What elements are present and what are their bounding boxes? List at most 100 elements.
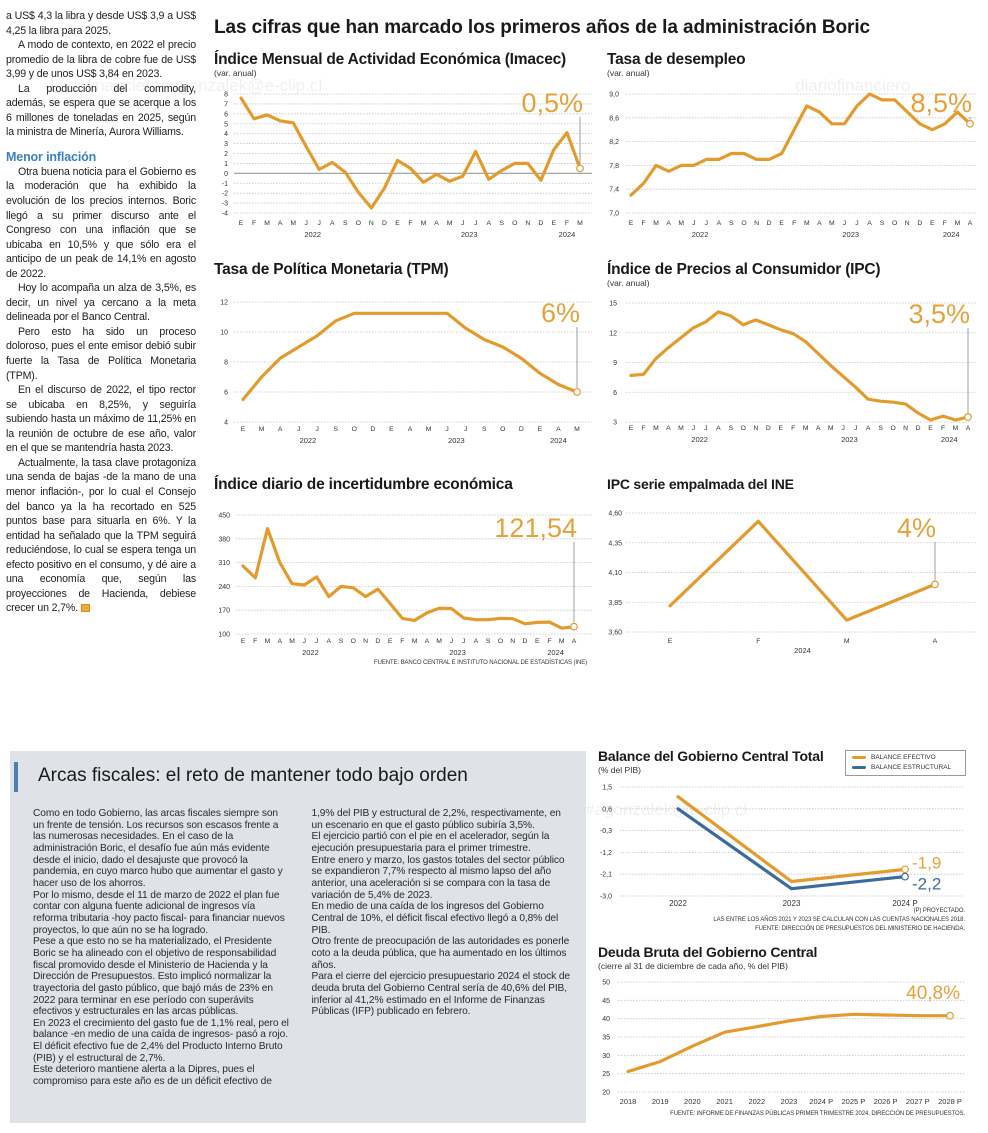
x-tick-label: E bbox=[930, 220, 935, 227]
x-tick-label: E bbox=[389, 426, 394, 433]
x-tick-label: O bbox=[351, 638, 356, 645]
year-label: 2022 bbox=[692, 230, 709, 239]
series-line bbox=[629, 310, 970, 422]
x-tick-label: J bbox=[462, 638, 465, 645]
tpm-chart-title: Tasa de Política Monetaria (TPM) bbox=[214, 261, 449, 278]
x-tick-label: A bbox=[816, 425, 821, 432]
x-tick-label: M bbox=[559, 638, 565, 645]
x-tick-label: F bbox=[252, 220, 256, 227]
highlight-value: 6% bbox=[541, 298, 580, 328]
y-tick-label: 0 bbox=[224, 171, 228, 178]
x-tick-label: F bbox=[400, 638, 404, 645]
x-tick-label: F bbox=[641, 425, 645, 432]
series-line bbox=[629, 92, 972, 197]
y-tick-label: 7,8 bbox=[609, 163, 619, 170]
balance-source: FUENTE: DIRECCIÓN DE PRESUPUESTOS DEL MI… bbox=[755, 926, 965, 932]
series-line bbox=[241, 311, 579, 402]
x-tick-label: M bbox=[953, 425, 959, 432]
y-tick-label: 310 bbox=[218, 560, 230, 567]
x-tick-label: M bbox=[412, 638, 418, 645]
x-tick-label: J bbox=[318, 220, 321, 227]
x-tick-label: A bbox=[866, 425, 871, 432]
y-tick-label: 10 bbox=[220, 330, 228, 337]
y-tick-label: 50 bbox=[602, 980, 610, 987]
y-tick-label: 4,35 bbox=[608, 540, 622, 547]
article-column: a US$ 4,3 la libra y desde US$ 3,9 a US$… bbox=[6, 9, 196, 616]
end-value-label: -1,9 bbox=[912, 853, 941, 872]
x-tick-label: M bbox=[804, 220, 810, 227]
y-tick-label: -3,0 bbox=[600, 894, 612, 901]
balance-legend: BALANCE EFECTIVO BALANCE ESTRUCTURAL bbox=[845, 750, 966, 776]
x-tick-label: A bbox=[666, 425, 671, 432]
y-tick-label: 1 bbox=[224, 161, 228, 168]
deuda-chart-subtitle: (cierre al 31 de diciembre de cada año, … bbox=[598, 961, 788, 971]
x-tick-label: M bbox=[828, 425, 834, 432]
x-tick-label: A bbox=[867, 220, 872, 227]
y-tick-label: 4,60 bbox=[608, 511, 622, 518]
highlight-value: 40,8% bbox=[906, 983, 960, 1004]
x-tick-label: D bbox=[382, 220, 387, 227]
x-tick-label: D bbox=[375, 638, 380, 645]
x-tick-label: 2022 bbox=[669, 899, 687, 908]
x-tick-label: F bbox=[943, 220, 947, 227]
y-tick-label: 40 bbox=[602, 1016, 610, 1023]
x-tick-label: J bbox=[692, 220, 695, 227]
fiscal-paragraph: Entre enero y marzo, los gastos totales … bbox=[311, 854, 565, 901]
x-tick-label: M bbox=[447, 220, 453, 227]
x-tick-label: O bbox=[890, 425, 895, 432]
x-tick-label: A bbox=[666, 220, 671, 227]
article-paragraph: Actualmente, la tasa clave protagoniza u… bbox=[6, 456, 196, 616]
article-paragraph: A modo de contexto, en 2022 el precio pr… bbox=[6, 39, 196, 81]
x-tick-label: 2024 P bbox=[809, 1097, 833, 1106]
x-tick-label: N bbox=[363, 638, 368, 645]
year-label: 2024 bbox=[559, 230, 576, 239]
balance-note: (P) PROYECTADO. bbox=[913, 908, 966, 914]
y-tick-label: 450 bbox=[218, 513, 230, 520]
x-tick-label: S bbox=[486, 638, 491, 645]
y-tick-label: -3 bbox=[222, 201, 228, 208]
y-tick-label: 20 bbox=[602, 1090, 610, 1097]
legend-item-estructural: BALANCE ESTRUCTURAL bbox=[852, 764, 951, 771]
x-tick-label: N bbox=[905, 220, 910, 227]
x-tick-label: E bbox=[538, 426, 543, 433]
y-tick-label: 7 bbox=[224, 101, 228, 108]
fiscal-paragraph: Para el cierre del ejercicio presupuesta… bbox=[311, 971, 571, 1018]
deuda-chart: 50 45 40 35 30 25 20 2018 2019 2020 2021 2022 2023 20… bbox=[602, 980, 965, 1106]
x-tick-label: M bbox=[289, 638, 295, 645]
x-tick-label: J bbox=[692, 425, 695, 432]
x-tick-label: N bbox=[369, 220, 374, 227]
x-tick-label: 2023 bbox=[781, 1097, 798, 1106]
x-tick-label: A bbox=[278, 426, 283, 433]
y-tick-label: 8 bbox=[224, 92, 228, 99]
legend-swatch-estructural bbox=[852, 766, 866, 769]
article-subheading: Menor inflación bbox=[6, 149, 97, 164]
end-point-marker bbox=[570, 622, 578, 631]
x-tick-label: M bbox=[653, 220, 659, 227]
x-tick-label: D bbox=[766, 425, 771, 432]
y-tick-label: 7,4 bbox=[609, 187, 619, 194]
y-tick-label: 240 bbox=[218, 584, 230, 591]
x-tick-label: J bbox=[304, 220, 307, 227]
ipc-empalmada-chart-title: IPC serie empalmada del INE bbox=[607, 476, 794, 492]
x-tick-label: D bbox=[370, 426, 375, 433]
deuda-chart-title: Deuda Bruta del Gobierno Central bbox=[598, 944, 818, 960]
ipc-chart-title: Índice de Precios al Consumidor (IPC) bbox=[607, 261, 881, 278]
x-tick-label: N bbox=[525, 220, 530, 227]
y-tick-label: -1,2 bbox=[600, 850, 612, 857]
balance-note: LAS ENTRE LOS AÑOS 2021 Y 2023 SE CALCUL… bbox=[713, 917, 965, 923]
x-tick-label: J bbox=[854, 425, 857, 432]
x-tick-label: 2021 bbox=[716, 1097, 733, 1106]
page-title: Las cifras que han marcado los primeros … bbox=[214, 17, 870, 38]
y-tick-label: 9,0 bbox=[609, 92, 619, 99]
x-tick-label: J bbox=[461, 220, 464, 227]
article-paragraph: a US$ 4,3 la libra y desde US$ 3,9 a US$… bbox=[6, 10, 196, 37]
x-tick-label: E bbox=[239, 220, 244, 227]
y-tick-label: 6 bbox=[224, 111, 228, 118]
x-tick-label: S bbox=[729, 425, 734, 432]
y-tick-label: 6 bbox=[224, 390, 228, 397]
legend-label: BALANCE EFECTIVO bbox=[871, 754, 936, 761]
x-tick-label: A bbox=[572, 638, 577, 645]
y-tick-label: 3 bbox=[224, 141, 228, 148]
x-tick-label: E bbox=[388, 638, 393, 645]
